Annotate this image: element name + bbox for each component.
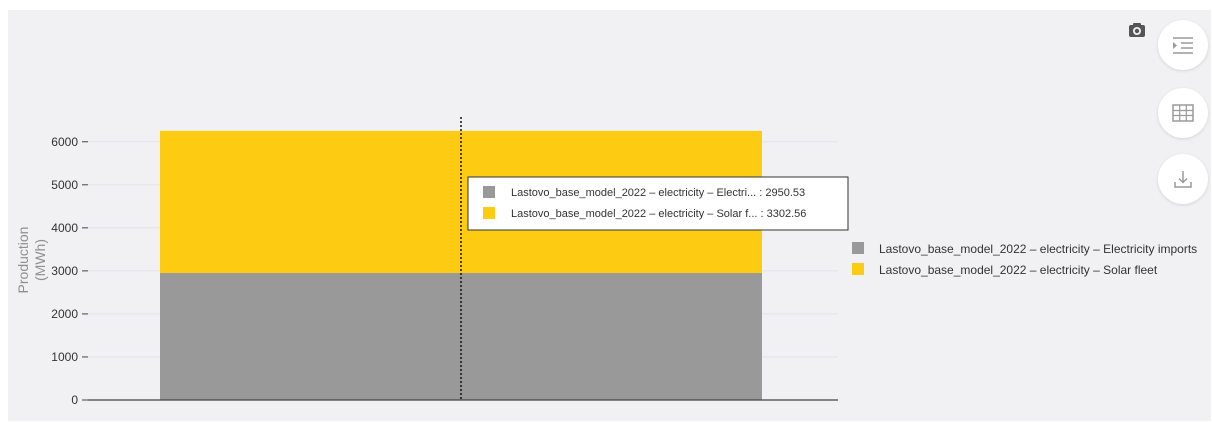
hover-tooltip: Lastovo_base_model_2022 – electricity – … bbox=[467, 176, 849, 231]
download-button[interactable] bbox=[1158, 154, 1208, 204]
bar-segment-electricity-imports[interactable] bbox=[160, 273, 762, 400]
y-tick-label: 0 bbox=[71, 393, 78, 407]
tooltip-entry-solar-fleet: Lastovo_base_model_2022 – electricity – … bbox=[511, 208, 806, 220]
y-axis-label-line-1: Production bbox=[15, 227, 31, 294]
legend-toggle-button[interactable] bbox=[1158, 20, 1208, 70]
legend-swatch-electricity-imports[interactable] bbox=[852, 242, 864, 254]
y-tick-label: 3000 bbox=[51, 264, 78, 278]
table-icon bbox=[1172, 104, 1194, 122]
y-tick-label: 4000 bbox=[51, 221, 78, 235]
tooltip-entry-electricity-imports: Lastovo_base_model_2022 – electricity – … bbox=[511, 187, 805, 199]
y-tick-label: 1000 bbox=[51, 350, 78, 364]
legend-label-solar-fleet[interactable]: Lastovo_base_model_2022 – electricity – … bbox=[879, 263, 1158, 277]
camera-icon[interactable] bbox=[1128, 22, 1146, 38]
legend-swatch-solar-fleet[interactable] bbox=[852, 263, 864, 275]
y-tick-label: 2000 bbox=[51, 307, 78, 321]
legend[interactable]: Lastovo_base_model_2022 – electricity – … bbox=[852, 242, 1197, 277]
y-axis-label-line-2: (MWh) bbox=[32, 239, 48, 281]
table-view-button[interactable] bbox=[1158, 88, 1208, 138]
y-tick-label: 6000 bbox=[51, 135, 78, 149]
y-axis-ticks: 0 1000 2000 3000 4000 5000 6000 bbox=[51, 135, 88, 407]
download-icon bbox=[1174, 171, 1192, 188]
legend-list-icon bbox=[1173, 37, 1193, 54]
legend-label-electricity-imports[interactable]: Lastovo_base_model_2022 – electricity – … bbox=[879, 242, 1197, 256]
tooltip-swatch-electricity-imports bbox=[483, 186, 495, 198]
y-tick-label: 5000 bbox=[51, 178, 78, 192]
tooltip-swatch-solar-fleet bbox=[483, 207, 495, 219]
